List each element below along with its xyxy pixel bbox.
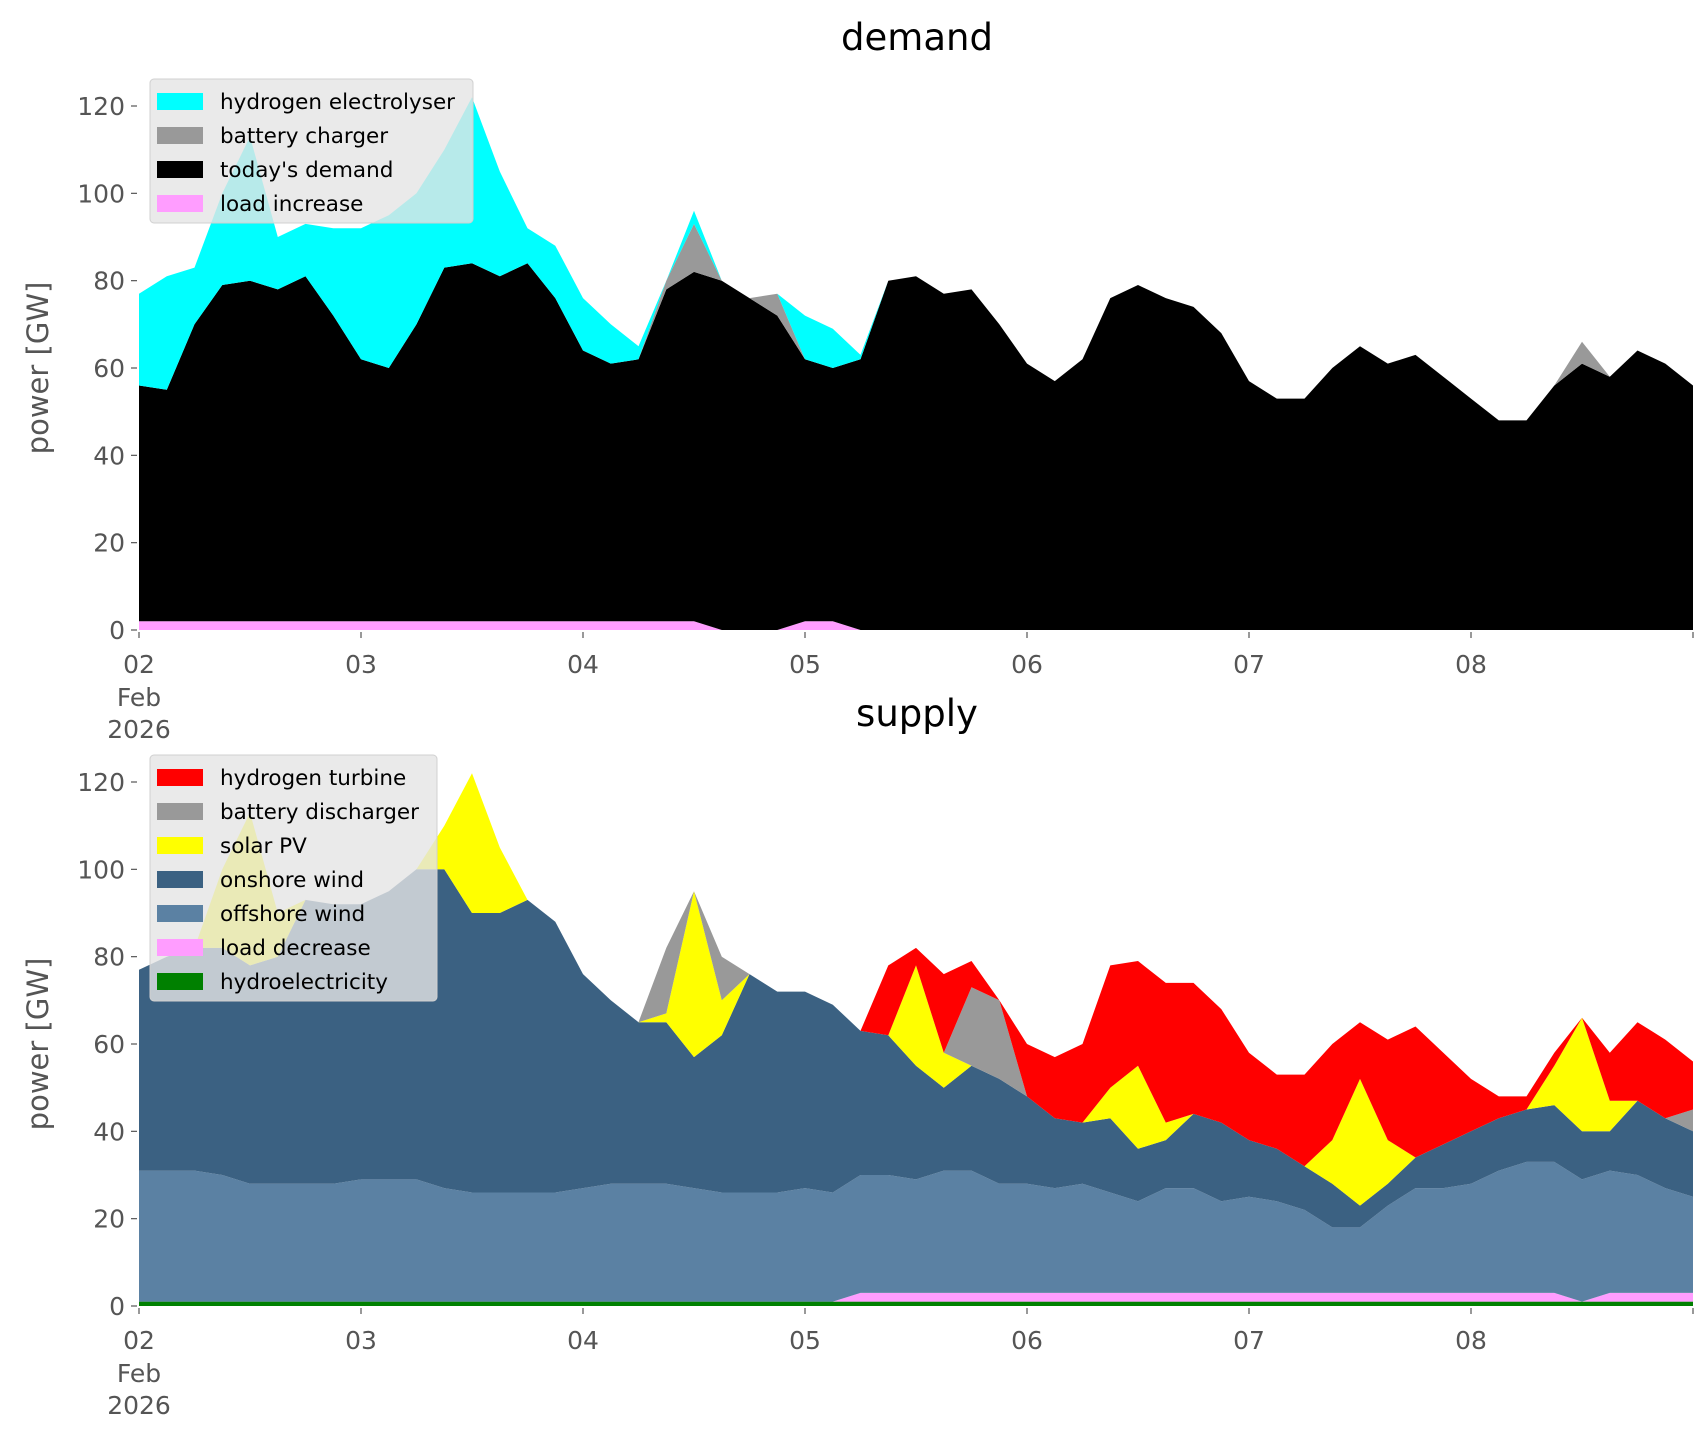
legend-label: hydroelectricity [220, 970, 388, 995]
y-tick-label: 20 [93, 1205, 125, 1234]
axes: 0 20 40 60 80 100 120 02 03 04 05 06 07 08 Feb 2026 [77, 92, 1694, 744]
x-tick-label: 07 [1233, 650, 1265, 679]
area-offshore-wind [139, 1161, 1693, 1302]
y-tick-label: 40 [93, 1117, 125, 1146]
legend-swatch [157, 837, 203, 854]
x-tick-sublabel: 2026 [107, 715, 171, 744]
area-today-s-demand [139, 263, 1693, 630]
legend-swatch [157, 939, 203, 956]
x-tick-sublabel: Feb [117, 1359, 161, 1388]
x-tick-label: 03 [345, 1326, 377, 1355]
y-tick-label: 60 [93, 1030, 125, 1059]
legend-label: load decrease [220, 936, 371, 961]
area-load-increase [139, 621, 1693, 630]
y-tick-label: 120 [77, 92, 125, 121]
x-tick-label: 04 [567, 1326, 599, 1355]
x-tick-label: 05 [789, 1326, 821, 1355]
legend-swatch [157, 803, 203, 820]
area-onshore-wind [139, 869, 1693, 1228]
x-tick-label: 04 [567, 650, 599, 679]
x-tick-label: 02 [123, 1326, 155, 1355]
legend-swatch [157, 769, 203, 786]
x-tick-sublabel: Feb [117, 683, 161, 712]
legend-label: load increase [220, 192, 363, 217]
legend-swatch [157, 93, 203, 110]
legend-label: battery charger [220, 124, 388, 149]
legend-swatch [157, 195, 203, 212]
y-tick-label: 100 [77, 179, 125, 208]
legend-label: hydrogen electrolyser [220, 90, 455, 115]
y-tick-label: 100 [77, 855, 125, 884]
area-series-group [139, 97, 1693, 630]
legend-label: offshore wind [220, 902, 365, 927]
y-tick-label: 0 [109, 1292, 125, 1321]
y-axis-label: power [GW] [21, 958, 55, 1131]
legend-label: today's demand [220, 158, 393, 183]
legend: hydrogen electrolyser battery charger toda… [149, 78, 474, 224]
legend-swatch [157, 127, 203, 144]
legend-box [149, 754, 438, 1002]
x-tick-label: 02 [123, 650, 155, 679]
x-tick-label: 08 [1455, 650, 1487, 679]
legend-label: solar PV [220, 834, 307, 859]
y-tick-label: 40 [93, 441, 125, 470]
axes: 0 20 40 60 80 100 120 02 03 04 05 06 07 08 Feb 2026 [77, 768, 1694, 1420]
legend-swatch [157, 905, 203, 922]
chart-title: supply [856, 692, 978, 735]
legend-swatch [157, 973, 203, 990]
legend: hydrogen turbine battery discharger solar … [149, 754, 438, 1002]
area-series-group [139, 773, 1693, 1306]
legend-swatch [157, 161, 203, 178]
legend-label: onshore wind [220, 868, 364, 893]
x-tick-label: 08 [1455, 1326, 1487, 1355]
x-tick-label: 03 [345, 650, 377, 679]
x-tick-label: 07 [1233, 1326, 1265, 1355]
y-tick-label: 0 [109, 616, 125, 645]
area-solar-pv [139, 773, 1693, 1206]
legend-box [149, 78, 474, 224]
x-tick-label: 05 [789, 650, 821, 679]
legend-swatch [157, 871, 203, 888]
legend-label: hydrogen turbine [220, 766, 406, 791]
y-tick-label: 60 [93, 354, 125, 383]
area-hydroelectricity [139, 1301, 1693, 1306]
x-tick-label: 06 [1011, 650, 1043, 679]
y-tick-label: 80 [93, 943, 125, 972]
y-tick-label: 20 [93, 529, 125, 558]
y-axis-label: power [GW] [21, 282, 55, 455]
area-hydrogen-electrolyser [139, 97, 1693, 421]
area-load-decrease [139, 1292, 1693, 1302]
x-tick-sublabel: 2026 [107, 1391, 171, 1420]
x-tick-label: 06 [1011, 1326, 1043, 1355]
y-tick-label: 80 [93, 267, 125, 296]
legend-label: battery discharger [220, 800, 419, 825]
chart-title: demand [841, 16, 993, 59]
y-tick-label: 120 [77, 768, 125, 797]
